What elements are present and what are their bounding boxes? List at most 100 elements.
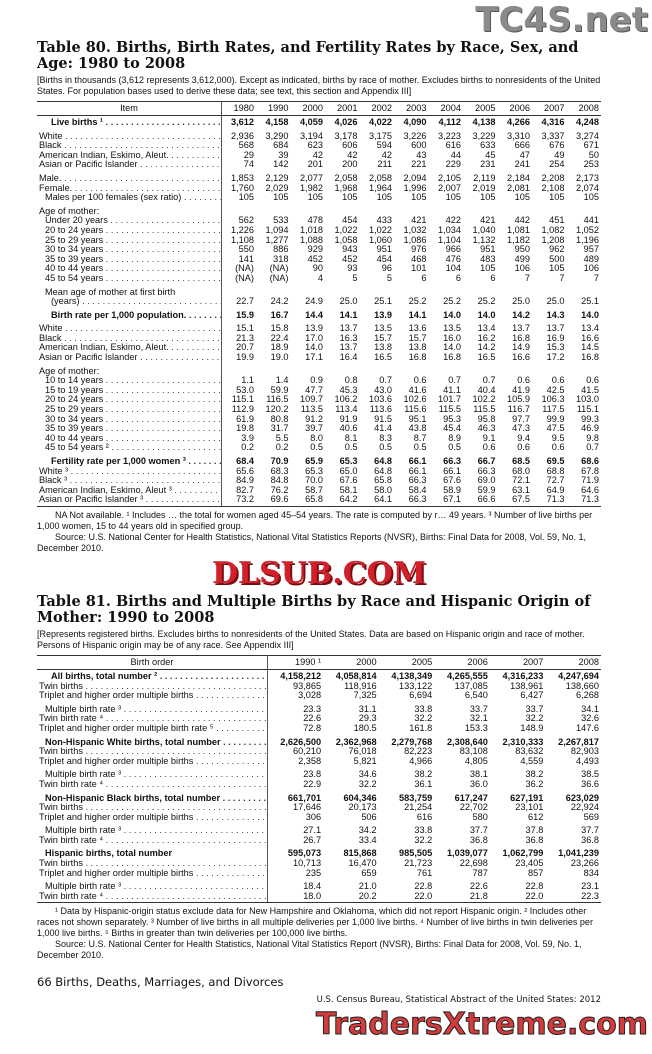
cell-value: 95.3 <box>443 414 461 424</box>
cell-value <box>429 363 464 377</box>
row-label: Black ³ <box>39 476 68 486</box>
cell-value: 19.0 <box>270 353 289 363</box>
cell-value: 4,266 <box>507 117 530 127</box>
cell-value: 105 <box>273 193 289 203</box>
cell-value: 17.1 <box>305 353 323 363</box>
leader-dots: . . . . . . . . . . . . . . . . . . . . … <box>105 414 221 424</box>
cell-value: 8.9 <box>448 433 461 443</box>
cell-value: 1,039,077 <box>446 848 488 859</box>
cell-value: 16.8 <box>512 333 530 343</box>
cell-value: 2,019 <box>472 183 496 193</box>
cell-value: 16.4 <box>339 353 358 363</box>
cell-value: 68.4 <box>236 456 254 466</box>
cell-value: 68.0 <box>512 466 530 476</box>
cell-value: 14.3 <box>546 309 565 320</box>
cell-value: 13.6 <box>408 323 427 334</box>
cell-value <box>256 203 291 217</box>
cell-value <box>222 284 257 298</box>
row-label: 10 to 14 years <box>45 376 104 386</box>
cell-value: 8.3 <box>379 433 392 443</box>
cell-value: 594 <box>376 141 392 151</box>
table-row: Twin birth rate ⁴ . . . . . . . . . . . … <box>37 714 601 724</box>
table-row: Males per 100 females (sex ratio) . . . … <box>37 193 601 203</box>
cell-value: 4,158 <box>265 117 289 127</box>
cell-value: 929 <box>307 245 323 255</box>
cell-value <box>567 363 602 377</box>
table-row: Black . . . . . . . . . . . . . . . . . … <box>37 333 601 344</box>
cell-value: 3,223 <box>438 130 461 141</box>
cell-value: 105 <box>307 193 323 203</box>
cell-value: 103.6 <box>369 395 392 405</box>
cell-value: 142 <box>273 160 289 170</box>
cell-value: 58.4 <box>408 485 427 495</box>
cell-value: 14.4 <box>305 309 323 320</box>
cell-value: 116.5 <box>266 395 289 405</box>
table-row: 30 to 34 years . . . . . . . . . . . . .… <box>37 245 601 255</box>
row-label: 30 to 34 years <box>45 245 104 255</box>
cell-value: 25.1 <box>581 297 599 307</box>
cell-value: 14.2 <box>477 343 496 353</box>
cell-value: 112.9 <box>231 405 254 415</box>
cell-value: 433 <box>376 216 392 226</box>
cell-value: 99.3 <box>581 414 599 424</box>
cell-value <box>222 203 257 217</box>
cell-value: 64.8 <box>374 456 392 466</box>
table-row: 15 to 19 years . . . . . . . . . . . . .… <box>37 385 601 396</box>
table-row: (years) . . . . . . . . . . . . . . . . … <box>37 297 601 307</box>
leader-dots: . . . . . . . . . . . . . . . . . . . . … <box>195 756 267 766</box>
leader-dots: . . . . . . . . . . . . . . . . . . . . … <box>105 424 221 434</box>
cell-value: 16.5 <box>477 353 496 363</box>
leader-dots: . . . . . . . . . . . . . . . . . . . . … <box>82 747 267 757</box>
cell-value: 815,868 <box>343 848 377 859</box>
leader-dots: . . . . . . . . . . . . . . . . . . . . … <box>105 225 221 235</box>
cell-value: 1,040 <box>472 225 496 235</box>
row-label: Age of mother: <box>39 205 100 216</box>
leader-dots: . . . . . . . . . . . . . . . . . . . . … <box>183 193 221 203</box>
row-label: 35 to 39 years <box>45 424 104 434</box>
column-header-year: 2002 <box>359 101 394 116</box>
cell-value <box>291 203 326 217</box>
cell-value: 43.8 <box>408 424 427 434</box>
cell-value: 69.5 <box>546 456 565 466</box>
table81-notes: ¹ Data by Hispanic-origin status exclude… <box>37 906 601 961</box>
leader-dots: . . . . . . . . . . . . . . . . . . . . … <box>195 868 267 878</box>
cell-value: 468 <box>411 254 427 264</box>
leader-dots: . . . . . . . . . . . . . . . . . . . . … <box>171 343 220 353</box>
cell-value: 40.4 <box>477 385 496 395</box>
cell-value: 22.0 <box>378 891 435 904</box>
cell-value: 1.4 <box>275 376 289 386</box>
table81: Birth order 1990 ¹ 2000 2005 2006 2007 2008 All… <box>37 654 601 904</box>
cell-value: 69.0 <box>477 476 496 486</box>
cell-value <box>256 284 291 298</box>
cell-value: 36.8 <box>469 835 488 845</box>
cell-value: 16.6 <box>581 333 599 343</box>
cell-value: 600 <box>411 141 427 151</box>
cell-value: 91.2 <box>305 414 323 424</box>
cell-value: 5 <box>386 273 392 283</box>
cell-value: 105 <box>549 264 565 274</box>
column-header-year: 1980 <box>221 101 256 116</box>
cell-value: 42 <box>312 150 323 160</box>
leader-dots: . . . . . . . . . . . . . . . . . . . . … <box>140 353 220 363</box>
cell-value <box>463 203 498 217</box>
cell-value: 141 <box>238 254 254 264</box>
cell-value: 82,903 <box>570 747 599 757</box>
cell-value: 1,052 <box>576 225 599 235</box>
cell-value: 2,358 <box>298 756 322 766</box>
table-row: Live births ¹ . . . . . . . . . . . . . … <box>37 115 601 128</box>
cell-value: 66.3 <box>394 495 429 507</box>
cell-value: 22.3 <box>545 891 601 904</box>
cell-value: 985,505 <box>399 848 433 859</box>
cell-value: 64.6 <box>581 485 599 495</box>
cell-value <box>463 363 498 377</box>
cell-value: 71.9 <box>581 476 599 486</box>
cell-value: 45 <box>485 150 496 160</box>
cell-value: 59.9 <box>477 485 496 495</box>
row-label: Multiple birth rate ³ <box>45 881 122 892</box>
cell-value: 4,248 <box>576 117 599 127</box>
cell-value: 562 <box>238 216 254 226</box>
row-label: Live births ¹ <box>51 117 104 127</box>
cell-value: 43.0 <box>374 385 392 395</box>
cell-value <box>429 203 464 217</box>
cell-value: 612 <box>528 812 544 822</box>
